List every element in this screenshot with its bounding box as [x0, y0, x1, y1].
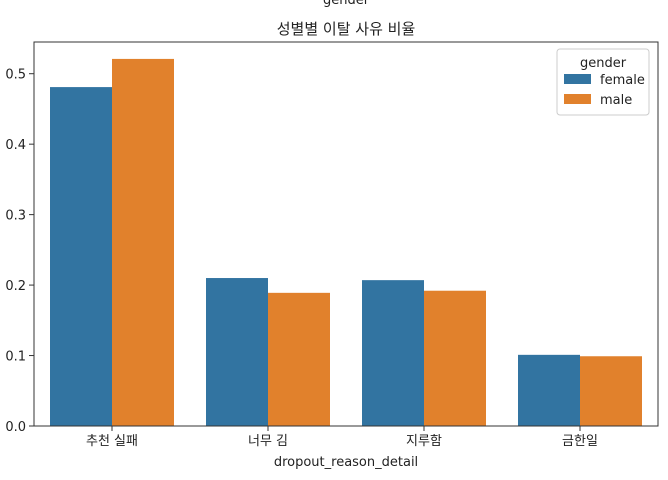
chart-title: 성별별 이탈 사유 비율	[277, 20, 416, 38]
bar-male-0	[112, 58, 174, 426]
y-tick-label-4: 0.4	[5, 138, 26, 153]
bar-female-0	[50, 87, 112, 427]
bar-male-2	[424, 290, 486, 426]
y-tick-label-2: 0.2	[5, 279, 26, 294]
bar-male-1	[268, 292, 330, 426]
x-tick-label-3: 금한일	[562, 434, 598, 449]
bar-female-2	[362, 280, 424, 426]
legend-swatch-male	[564, 94, 591, 104]
y-tick-label-5: 0.5	[5, 68, 26, 83]
x-axis: 추천 실패 너무 김 지루함 금한일	[86, 426, 598, 449]
y-tick-label-3: 0.3	[5, 209, 26, 224]
legend-label-female: female	[600, 73, 645, 88]
legend-label-male: male	[600, 93, 632, 108]
bar-male-3	[580, 356, 642, 426]
x-tick-label-0: 추천 실패	[86, 434, 138, 449]
y-tick-label-0: 0.0	[5, 420, 26, 435]
x-tick-label-1: 너무 김	[248, 434, 288, 449]
x-tick-label-2: 지루함	[406, 434, 442, 449]
legend-title: gender	[580, 56, 627, 71]
legend-swatch-female	[564, 74, 591, 84]
bars-group	[50, 58, 642, 427]
x-axis-label: dropout_reason_detail	[274, 455, 418, 470]
bar-female-3	[518, 354, 580, 426]
y-axis: 0.0 0.1 0.2 0.3 0.4 0.5	[5, 68, 34, 435]
top-cut-label: gender	[323, 0, 370, 8]
plot-frame	[33, 41, 659, 427]
bar-female-1	[206, 278, 268, 426]
legend: gender female male	[556, 48, 650, 116]
y-tick-label-1: 0.1	[5, 350, 26, 365]
